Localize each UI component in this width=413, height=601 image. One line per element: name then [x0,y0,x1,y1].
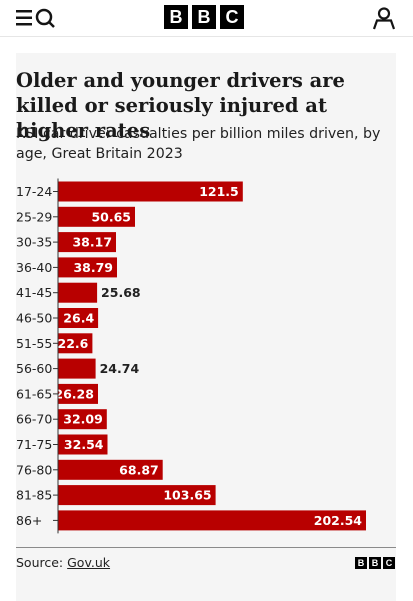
value-label: 103.65 [163,488,211,503]
top-navigation-bar: B B C [0,0,413,37]
value-label: 26.28 [54,386,94,401]
value-label: 24.74 [100,361,140,376]
bar-56-60 [58,358,96,379]
bar-66-70 [58,409,107,430]
footer-divider [16,547,396,548]
bar-25-29 [58,206,135,227]
value-label: 32.54 [64,437,104,452]
source-link[interactable]: Gov.uk [67,555,111,570]
bar-46-50 [58,308,99,328]
category-label: 36-40 [16,260,52,275]
value-label: 68.87 [119,462,159,477]
footer-bbc-logo: B B C [355,557,395,569]
value-label: 22.6 [58,336,89,351]
chart-title: Older and younger drivers are killed or … [16,69,345,142]
bar-51-55 [58,333,93,354]
value-label: 26.4 [63,311,94,326]
bar-41-45 [58,282,98,303]
value-label: 202.54 [314,513,363,528]
value-label: 121.5 [199,184,239,199]
category-label: 30-35 [16,235,52,250]
bar-71-75 [58,434,108,455]
bbc-logo[interactable]: B B C [164,5,244,29]
category-label: 61-65 [16,386,52,401]
value-label: 38.79 [73,260,113,275]
bar-61-65 [58,383,98,404]
category-label: 81-85 [16,488,52,503]
value-label: 38.17 [72,235,112,250]
logo-letter: B [192,5,216,29]
account-icon[interactable] [372,6,396,30]
bar-76-80 [58,459,163,480]
logo-letter: C [383,557,395,569]
category-label: 25-29 [16,209,52,224]
category-label: 71-75 [16,437,52,452]
category-label: 51-55 [16,336,52,351]
value-label: 25.68 [101,285,141,300]
category-label: 41-45 [16,285,52,300]
bar-30-35 [58,232,116,253]
source-note: Source: Gov.uk [16,555,110,570]
bar-36-40 [58,257,117,278]
chart-subtitle: KSI car driver casualties per billion mi… [16,126,381,162]
category-label: 56-60 [16,361,52,376]
value-label: 32.09 [63,412,103,427]
logo-letter: B [355,557,367,569]
logo-letter: B [164,5,188,29]
logo-letter: B [369,557,381,569]
menu-search-icon[interactable] [14,6,60,30]
bar-81-85 [58,485,216,506]
bar-86+ [58,510,366,531]
category-label: 17-24 [16,184,52,199]
category-label: 76-80 [16,462,52,477]
category-label: 86+ [16,513,42,528]
value-label: 50.65 [91,209,131,224]
category-label: 46-50 [16,311,52,326]
bar-17-24 [58,181,243,202]
logo-letter: C [220,5,244,29]
source-prefix: Source: [16,555,68,570]
category-label: 66-70 [16,412,52,427]
